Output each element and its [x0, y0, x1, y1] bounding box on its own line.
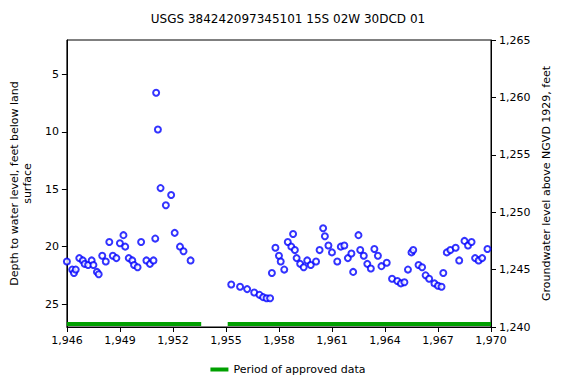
svg-text:surface: surface: [21, 163, 34, 204]
svg-text:1,260: 1,260: [499, 91, 531, 104]
svg-text:1,955: 1,955: [210, 334, 242, 347]
svg-text:1,245: 1,245: [499, 263, 531, 276]
svg-text:1,964: 1,964: [369, 334, 401, 347]
svg-text:1,250: 1,250: [499, 206, 531, 219]
svg-text:Period of approved data: Period of approved data: [233, 363, 365, 376]
svg-text:20: 20: [45, 240, 59, 253]
svg-text:Groundwater level above NGVD 1: Groundwater level above NGVD 1929, feet: [540, 65, 553, 301]
svg-text:15: 15: [45, 183, 59, 196]
svg-text:1,949: 1,949: [104, 334, 136, 347]
svg-text:1,265: 1,265: [499, 34, 531, 47]
svg-text:10: 10: [45, 125, 59, 138]
svg-text:1,970: 1,970: [475, 334, 507, 347]
svg-text:25: 25: [45, 298, 59, 311]
svg-text:5: 5: [52, 68, 59, 81]
svg-text:1,961: 1,961: [316, 334, 348, 347]
svg-text:1,240: 1,240: [499, 321, 531, 334]
svg-text:1,967: 1,967: [422, 334, 454, 347]
svg-text:Depth to water level, feet bel: Depth to water level, feet below land: [8, 81, 21, 286]
svg-text:1,958: 1,958: [263, 334, 295, 347]
svg-text:1,946: 1,946: [51, 334, 83, 347]
svg-text:1,255: 1,255: [499, 148, 531, 161]
svg-text:1,952: 1,952: [157, 334, 189, 347]
svg-text:USGS 384242097345101 15S 02W 3: USGS 384242097345101 15S 02W 30DCD 01: [151, 12, 425, 26]
